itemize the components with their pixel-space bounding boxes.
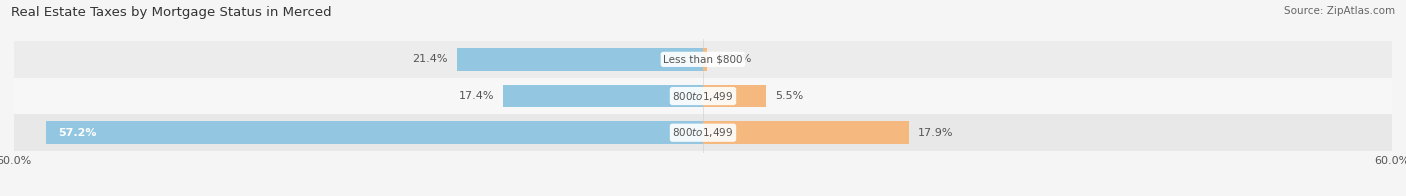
Bar bbox=[14, 78, 1392, 114]
Bar bbox=[703, 85, 766, 107]
Bar bbox=[14, 41, 1392, 78]
Bar bbox=[457, 48, 703, 71]
Bar bbox=[703, 121, 908, 144]
Text: Less than $800: Less than $800 bbox=[664, 54, 742, 64]
Text: $800 to $1,499: $800 to $1,499 bbox=[672, 90, 734, 103]
Bar bbox=[46, 121, 703, 144]
Text: 0.32%: 0.32% bbox=[716, 54, 751, 64]
Bar bbox=[703, 48, 707, 71]
Bar bbox=[14, 114, 1392, 151]
Text: 21.4%: 21.4% bbox=[412, 54, 449, 64]
Text: 57.2%: 57.2% bbox=[58, 128, 96, 138]
Text: $800 to $1,499: $800 to $1,499 bbox=[672, 126, 734, 139]
Text: Real Estate Taxes by Mortgage Status in Merced: Real Estate Taxes by Mortgage Status in … bbox=[11, 6, 332, 19]
Text: 17.4%: 17.4% bbox=[458, 91, 494, 101]
Text: 5.5%: 5.5% bbox=[775, 91, 804, 101]
Text: 17.9%: 17.9% bbox=[918, 128, 953, 138]
Text: Source: ZipAtlas.com: Source: ZipAtlas.com bbox=[1284, 6, 1395, 16]
Bar bbox=[503, 85, 703, 107]
